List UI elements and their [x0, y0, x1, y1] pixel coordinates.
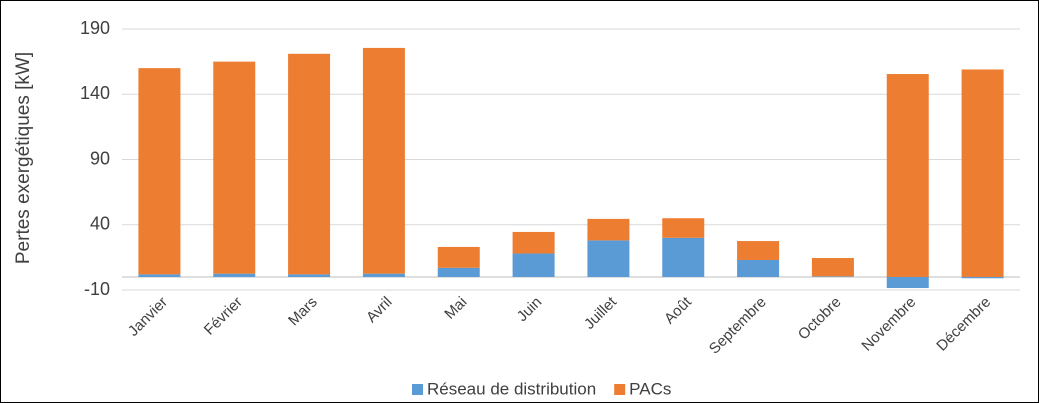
y-tick-label: 190: [80, 18, 110, 38]
bar-segment: [961, 276, 1004, 279]
bar-segment: [587, 218, 630, 241]
bar-segment: [362, 47, 405, 274]
bar-segment: [811, 258, 854, 277]
bar-segment: [737, 241, 780, 260]
bar-segment: [437, 267, 480, 277]
y-axis-label: Pertes exergétiques [kW]: [13, 52, 34, 264]
y-tick-label: 40: [90, 214, 110, 234]
bar-segment: [362, 273, 405, 277]
bar-segment: [138, 274, 181, 277]
y-tick-label: 90: [90, 148, 110, 168]
bar-segment: [662, 237, 705, 277]
bar-segment: [662, 218, 705, 238]
bar-segment: [587, 240, 630, 277]
bar-segment: [811, 276, 854, 277]
legend-label: PACs: [629, 379, 671, 398]
bar-segment: [213, 61, 256, 274]
bar-segment: [886, 276, 929, 289]
bar-segment: [961, 69, 1004, 277]
legend-swatch: [614, 384, 626, 395]
y-tick-label: -10: [84, 279, 110, 299]
bar-segment: [288, 53, 331, 275]
y-tick-label: 140: [80, 83, 110, 103]
bar-segment: [213, 273, 256, 277]
bar-segment: [737, 259, 780, 277]
bar-segment: [288, 274, 331, 277]
legend-label: Réseau de distribution: [427, 379, 596, 398]
bar-segment: [437, 246, 480, 268]
legend-swatch: [412, 384, 423, 395]
bar-segment: [512, 231, 555, 254]
bar-segment: [512, 253, 555, 277]
bar-segment: [886, 74, 929, 277]
bar-segment: [138, 68, 181, 275]
